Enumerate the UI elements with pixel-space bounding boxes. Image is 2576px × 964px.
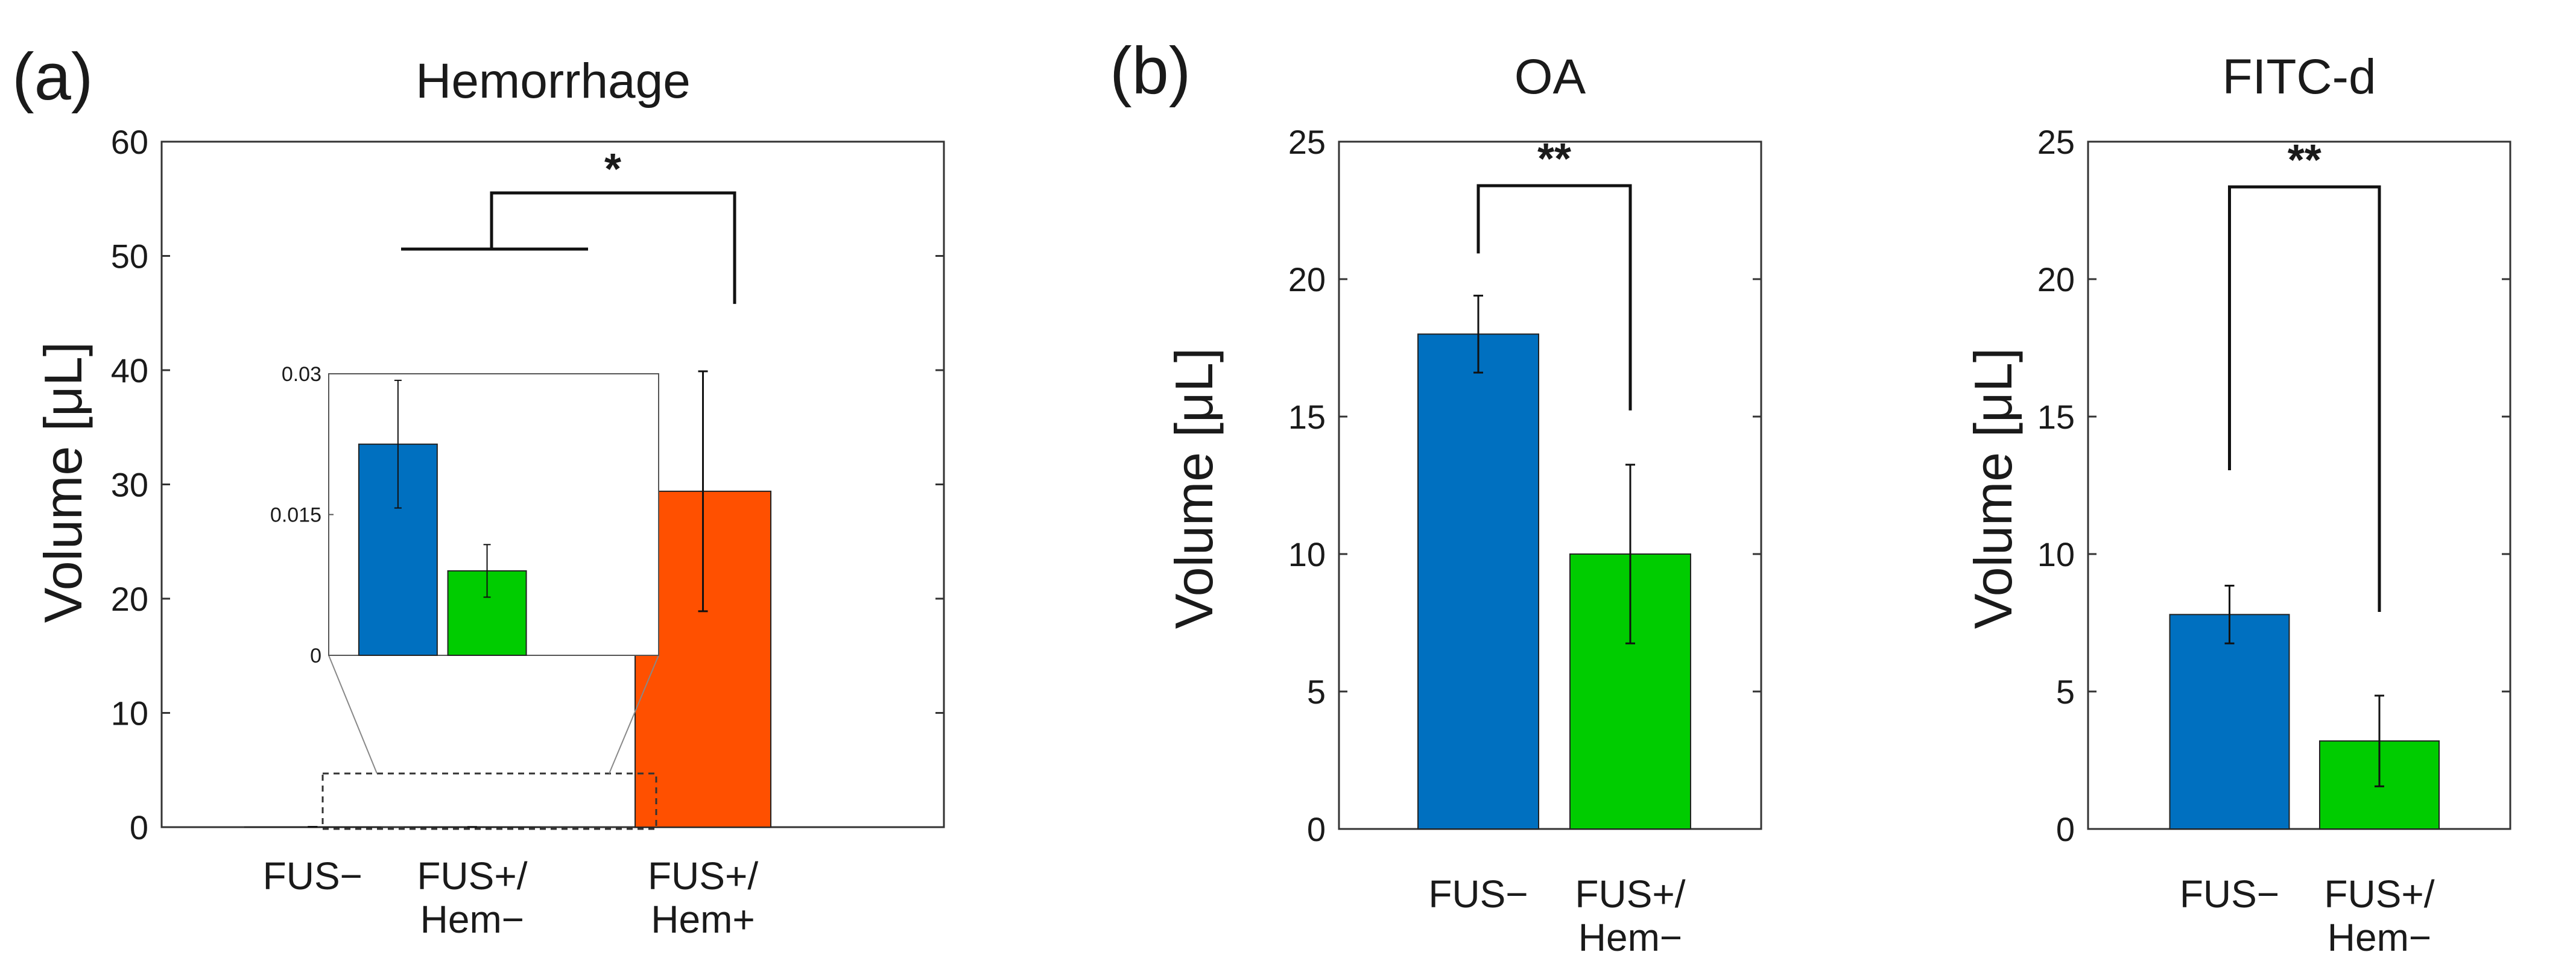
significance-bracket [1476, 184, 1632, 411]
category-label-line: FUS+/ [417, 854, 527, 898]
category-label-line: FUS+/ [1575, 872, 1685, 916]
y-tick-label: 20 [2037, 260, 2075, 298]
y-axis-label: Volume [μL] [1164, 348, 1224, 629]
category-label-fus-hem: FUS+/Hem− [1575, 872, 1685, 959]
y-tick-label: 30 [111, 466, 148, 504]
y-tick-label: 0 [130, 808, 148, 846]
significance-bracket [490, 191, 736, 304]
y-tick-label: 40 [111, 351, 148, 389]
chart-title: OA [1514, 49, 1586, 104]
bar-fus [2169, 614, 2290, 830]
y-tick-label: 10 [2037, 535, 2075, 573]
category-label-line: FUS− [263, 854, 362, 898]
significance-label: * [604, 145, 621, 194]
category-label-fus: FUS− [2180, 872, 2279, 916]
plot-frame [1338, 140, 1762, 830]
inset-chart: 0 0.015 0.03 [270, 363, 659, 830]
y-tick-label: 10 [1288, 535, 1326, 573]
y-tick-label: 0 [1307, 810, 1326, 848]
category-label-line: FUS+/ [648, 854, 758, 898]
hemorrhage-chart: Hemorrhage Volume [μL] 0 10 20 30 40 50 60 FUS− FU… [33, 54, 945, 941]
y-tick-label: 25 [2037, 123, 2075, 161]
y-tick-label: 15 [2037, 398, 2075, 436]
significance-label: ** [1537, 135, 1571, 183]
category-label-line: FUS− [2180, 872, 2279, 916]
inset-y-tick-label: 0.03 [282, 363, 321, 386]
category-label-line: Hem+ [651, 898, 755, 941]
category-label-line: FUS+/ [2324, 872, 2434, 916]
category-label-line: Hem− [1578, 916, 1683, 959]
plot-frame [2087, 140, 2511, 830]
category-label-fus: FUS− [1428, 872, 1528, 916]
fitc-d-chart: FITC-d Volume [μL] 0 5 10 15 20 25 FUS− FUS+/Hem−… [1963, 49, 2511, 959]
zoom-connector-right [609, 655, 659, 774]
y-axis-label: Volume [μL] [33, 342, 93, 623]
category-label-line: Hem− [2328, 916, 2432, 959]
y-tick-label: 20 [111, 580, 148, 618]
panel-label-b: (b) [1110, 34, 1191, 108]
y-tick-label: 50 [111, 238, 148, 276]
y-tick-label: 5 [2056, 673, 2075, 711]
zoom-region [321, 772, 657, 830]
y-axis-label: Volume [μL] [1963, 348, 2023, 629]
bar-fus [1417, 333, 1539, 830]
chart-title: Hemorrhage [416, 54, 691, 109]
panel-label-a: (a) [12, 40, 93, 114]
inset-y-tick-label: 0.015 [270, 504, 321, 527]
y-tick-label: 5 [1307, 673, 1326, 711]
category-label-fus-hem: FUS+/Hem− [2324, 872, 2434, 959]
y-tick-label: 60 [111, 123, 148, 161]
y-tick-label: 15 [1288, 398, 1326, 436]
zoom-connector-left [328, 655, 378, 774]
category-label-fus-hem: FUS+/Hem+ [648, 854, 758, 941]
oa-chart: OA Volume [μL] 0 5 10 15 20 25 FUS− FUS+/Hem− ** [1164, 49, 1762, 959]
y-tick-label: 0 [2056, 810, 2075, 848]
chart-title: FITC-d [2222, 49, 2376, 104]
y-tick-label: 25 [1288, 123, 1326, 161]
y-tick-label: 20 [1288, 260, 1326, 298]
y-tick-label: 10 [111, 695, 148, 732]
category-label-line: Hem− [420, 898, 525, 941]
category-label-fus: FUS− [263, 854, 362, 898]
inset-y-tick-label: 0 [310, 644, 321, 667]
category-label-fus-hem: FUS+/Hem− [417, 854, 527, 941]
category-label-line: FUS− [1428, 872, 1528, 916]
significance-label: ** [2288, 136, 2321, 184]
significance-bracket [2228, 185, 2381, 612]
